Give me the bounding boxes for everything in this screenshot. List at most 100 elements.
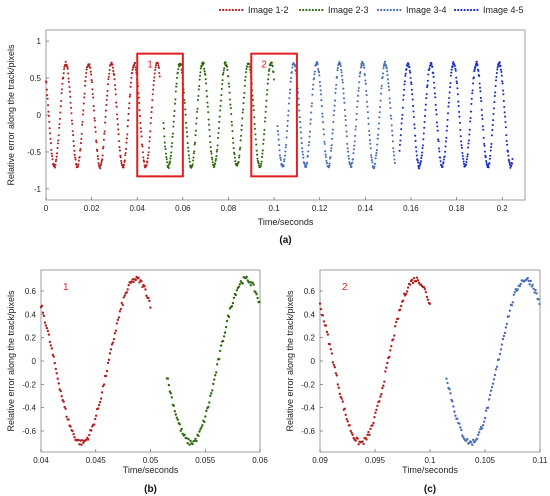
data-point: [64, 407, 67, 410]
data-point: [285, 130, 289, 133]
data-point: [386, 78, 390, 81]
data-point: [269, 64, 272, 67]
legend-entry: Image 3-4: [406, 5, 447, 15]
data-point: [444, 150, 447, 153]
data-point: [400, 128, 403, 131]
data-point: [71, 122, 74, 125]
data-point: [237, 156, 241, 159]
data-point: [386, 361, 389, 365]
data-point: [492, 112, 495, 116]
data-point: [251, 98, 255, 101]
data-point: [126, 125, 129, 128]
data-point: [322, 121, 325, 124]
data-point: [373, 165, 376, 168]
data-point: [57, 139, 60, 142]
data-point: [325, 330, 329, 334]
data-point: [299, 131, 302, 134]
x-tick-label: 0.055: [195, 456, 216, 465]
data-point: [40, 304, 44, 307]
data-point: [390, 344, 393, 348]
data-point: [290, 70, 293, 74]
series-image-4-5: [398, 60, 514, 170]
panel-label: (b): [144, 484, 157, 495]
data-point: [491, 129, 494, 132]
data-point: [154, 66, 157, 69]
data-point: [50, 148, 53, 151]
data-point: [104, 121, 107, 124]
data-point: [49, 142, 52, 145]
data-point: [422, 132, 425, 135]
data-point: [47, 333, 51, 336]
data-point: [194, 134, 197, 137]
data-point: [174, 413, 177, 416]
data-point: [85, 438, 88, 441]
data-point: [535, 292, 538, 295]
data-point: [477, 69, 480, 72]
data-point: [62, 76, 65, 79]
data-point: [370, 159, 374, 162]
data-point: [378, 116, 381, 119]
data-point: [385, 366, 388, 369]
data-point: [43, 321, 47, 324]
data-point: [298, 109, 301, 112]
data-point: [388, 355, 391, 359]
data-point: [287, 109, 290, 112]
x-tick-label: 0.06: [252, 456, 268, 465]
data-point: [212, 382, 215, 386]
data-point: [235, 289, 239, 292]
data-point: [388, 101, 392, 104]
data-point: [157, 64, 160, 67]
data-point: [424, 108, 427, 111]
data-point: [341, 81, 344, 84]
y-tick-label: -0.4: [301, 404, 315, 413]
data-point: [352, 148, 355, 151]
data-point: [116, 123, 119, 126]
data-point: [284, 146, 287, 149]
data-point: [234, 293, 238, 297]
data-point: [393, 154, 396, 157]
data-point: [289, 80, 292, 83]
data-point: [79, 439, 82, 442]
data-point: [146, 157, 149, 160]
data-point: [118, 310, 122, 313]
data-point: [150, 111, 153, 114]
data-point: [121, 303, 125, 307]
legend-entry: Image 2-3: [328, 5, 369, 15]
data-point: [423, 121, 426, 124]
data-point: [448, 388, 451, 391]
data-point: [270, 61, 273, 64]
data-point: [405, 68, 408, 71]
data-point: [51, 158, 54, 161]
data-point: [404, 292, 408, 296]
data-point: [294, 65, 297, 68]
data-point: [180, 63, 183, 66]
data-point: [272, 71, 275, 74]
data-point: [60, 394, 63, 398]
data-point: [307, 144, 310, 147]
data-point: [175, 82, 178, 85]
data-point: [70, 112, 73, 115]
data-point: [300, 137, 303, 140]
data-point: [133, 64, 136, 67]
data-point: [318, 74, 321, 77]
data-point: [335, 374, 339, 377]
data-point: [97, 162, 100, 165]
data-point: [69, 101, 72, 104]
y-axis-label: Relative error along the track/pixels: [6, 44, 16, 186]
data-point: [322, 320, 326, 323]
data-point: [468, 128, 471, 131]
data-point: [283, 158, 286, 161]
data-point: [207, 405, 210, 409]
data-point: [112, 70, 115, 73]
data-point: [130, 280, 133, 283]
data-point: [217, 131, 220, 134]
data-point: [186, 442, 189, 445]
data-point: [71, 429, 74, 433]
data-point: [171, 135, 174, 138]
data-point: [507, 315, 511, 318]
data-point: [285, 136, 288, 139]
data-point: [148, 146, 151, 149]
data-point: [408, 66, 411, 69]
data-point: [315, 63, 318, 66]
data-point: [125, 147, 128, 151]
